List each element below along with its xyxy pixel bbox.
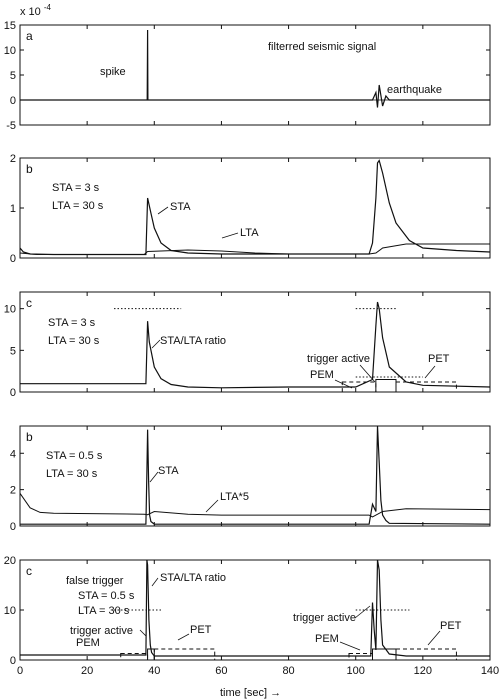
annotation-sta-lta-ratio: STA/LTA ratio [160, 335, 226, 347]
window-pet [395, 648, 457, 661]
annotation-lta5: LTA*5 [220, 491, 249, 503]
x-tick-label: 0 [17, 665, 23, 677]
series-line-sta-lta-ratio [20, 301, 491, 389]
panel-1-frame [19, 24, 491, 126]
annotation-sta: STA [170, 201, 191, 213]
exponent-base: x 10 [20, 6, 41, 18]
panel-4-param-sta: STA = 0.5 s [46, 450, 103, 462]
panel-3-param-sta: STA = 3 s [48, 317, 96, 329]
annotation-pet-leader-5a [177, 633, 190, 641]
exponent-label: x 10 -4 [20, 3, 52, 18]
window-trigger-active [375, 379, 397, 393]
window-pet [395, 381, 457, 393]
annotation-sta-leader-4 [149, 471, 159, 483]
annotation-pet-leader-5b [427, 630, 441, 646]
annotation-pet-5b: PET [440, 620, 462, 632]
panel-3-letter: c [26, 296, 32, 310]
panel-3-param-lta: LTA = 30 s [48, 335, 100, 347]
series-line-lta [19, 243, 490, 255]
y-tick-label: 5 [10, 345, 16, 357]
x-tick-label: 80 [282, 665, 294, 677]
exponent-power: -4 [44, 3, 52, 12]
annotation-lta-leader [221, 232, 239, 239]
panel-5-param-lta: LTA = 30 s [78, 605, 130, 617]
annotation-trigger-leader-5b [354, 605, 371, 619]
y-tick-label: 0 [10, 521, 16, 533]
y-tick-label: 0 [10, 655, 16, 667]
panel-2-param-lta: LTA = 30 s [52, 200, 104, 212]
y-tick-label: 4 [10, 448, 16, 460]
annotation-pem-5a: PEM [76, 637, 100, 649]
window-pet [153, 648, 216, 661]
annotation-ratio-leader [151, 339, 161, 349]
annotation-sta-4: STA [158, 465, 179, 477]
window-trigger-active [372, 648, 397, 661]
y-tick-label: 2 [10, 153, 16, 165]
x-tick-label: 60 [215, 665, 227, 677]
annotation-spike: spike [100, 66, 126, 78]
y-tick-label: 10 [4, 304, 16, 316]
y-tick-label: 20 [4, 555, 16, 567]
panel-5-param-sta: STA = 0.5 s [78, 590, 135, 602]
series-line-sta [20, 425, 491, 525]
annotation-filtered-signal: filterred seismic signal [268, 41, 376, 53]
y-tick-label: 0 [10, 253, 16, 265]
series-line-lta-5 [19, 493, 491, 518]
panel-5-letter: c [26, 564, 32, 578]
annotation-trigger-active-5a: trigger active [70, 625, 133, 637]
annotation-trigger-leader-5a [139, 629, 147, 637]
panel-4-param-lta: LTA = 30 s [46, 468, 98, 480]
x-tick-label: 140 [481, 665, 499, 677]
annotation-ratio-leader-5 [151, 577, 159, 587]
y-tick-label: 0 [10, 95, 16, 107]
y-tick-label: 0 [10, 387, 16, 399]
annotation-pet-leader-3 [424, 365, 436, 379]
panel-3-frame [19, 291, 491, 393]
window-trigger-active [147, 648, 155, 661]
annotation-sta-leader [157, 206, 169, 215]
annotation-pem-5b: PEM [315, 633, 339, 645]
series-line-signal [20, 29, 490, 108]
y-tick-label: 10 [4, 45, 16, 57]
annotation-earthquake: earthquake [387, 84, 442, 96]
panel-2-param-sta: STA = 3 s [52, 182, 100, 194]
y-tick-label: 10 [4, 605, 16, 617]
annotation-pet-3: PET [428, 353, 450, 365]
annotation-pem-3: PEM [310, 369, 334, 381]
annotation-trigger-active-3: trigger active [307, 353, 370, 365]
annotation-pem-leader-5b [339, 641, 361, 651]
y-tick-label: 15 [4, 20, 16, 32]
annotation-lta: LTA [240, 227, 259, 239]
y-tick-label: 2 [10, 485, 16, 497]
y-tick-label: 1 [10, 203, 16, 215]
x-tick-label: 20 [81, 665, 93, 677]
y-tick-label: 5 [10, 70, 16, 82]
series-line-sta-lta-ratio [20, 559, 490, 657]
x-axis-label: time [sec] → [220, 687, 281, 699]
x-tick-label: 120 [414, 665, 432, 677]
x-tick-label: 100 [347, 665, 365, 677]
annotation-lta5-leader [205, 499, 219, 513]
window-pem [348, 653, 373, 661]
annotation-sta-lta-ratio-5: STA/LTA ratio [160, 572, 226, 584]
x-tick-label: 40 [148, 665, 160, 677]
panel-1-letter: a [26, 29, 33, 43]
panel-4-letter: b [26, 430, 33, 444]
panel-2-letter: b [26, 162, 33, 176]
annotation-false-trigger: false trigger [66, 575, 124, 587]
annotation-trigger-active-5b: trigger active [293, 612, 356, 624]
panel-4-frame [19, 425, 491, 527]
y-tick-label: -5 [6, 120, 16, 132]
annotation-pet-5a: PET [190, 624, 212, 636]
